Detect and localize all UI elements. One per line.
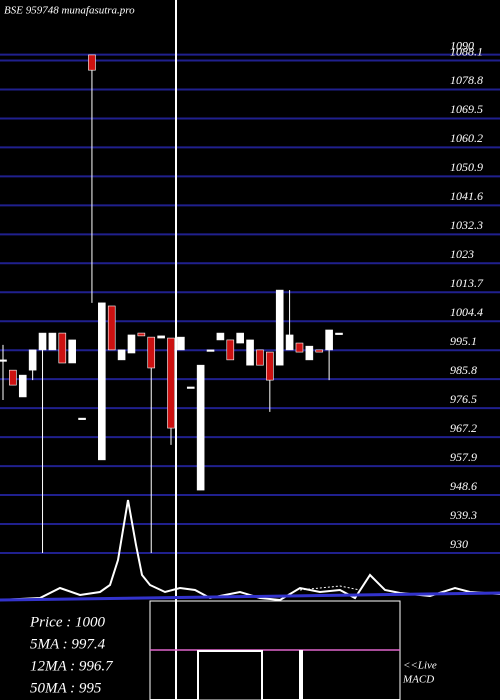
y-tick-label: 1050.9 (450, 160, 483, 174)
candle-body (236, 332, 244, 344)
y-tick-label: 985.8 (450, 363, 477, 377)
candle-body (9, 369, 17, 386)
candle-body (246, 339, 254, 366)
info-50ma: 50MA : 995 (30, 680, 102, 696)
chart-title: BSE 959748 munafasutra.pro (4, 5, 135, 17)
y-tick-label: 1004.4 (450, 305, 483, 319)
candle-body (226, 339, 235, 361)
y-tick-label: 995.1 (450, 334, 477, 348)
candle-body (325, 329, 333, 351)
candle-body (107, 305, 116, 351)
candle-body (58, 332, 67, 364)
candle-body (68, 339, 76, 364)
info-price: Price : 1000 (29, 614, 105, 630)
indicator-dotted (299, 585, 361, 591)
candle-body (18, 374, 27, 398)
y-tick-label: 957.9 (450, 450, 477, 464)
y-tick-label: 1069.5 (450, 102, 483, 116)
y-tick-label: 930 (450, 537, 468, 551)
candle-body (266, 351, 274, 381)
candle-body (256, 349, 264, 366)
macd-live: <<Live (403, 660, 437, 672)
y-tick-label: 939.3 (450, 508, 477, 522)
baseline (0, 591, 500, 602)
candle-body (28, 349, 37, 371)
indicator-line (0, 499, 500, 602)
candle-body (117, 349, 126, 361)
candle-body (196, 364, 205, 491)
candle-body (295, 342, 304, 353)
y-tick-label: 1088.1 (450, 44, 483, 58)
info-12ma: 12MA : 996.7 (30, 658, 114, 674)
candle-body (48, 332, 57, 351)
candle-body (147, 336, 156, 369)
candle-body (88, 54, 96, 71)
macd-line (150, 650, 400, 700)
candle-body (0, 359, 7, 362)
y-tick-label: 1078.8 (450, 73, 483, 87)
y-tick-label: 1013.7 (450, 276, 484, 290)
macd-title: MACD (402, 674, 434, 686)
y-tick-label: 1060.2 (450, 131, 483, 145)
candle-body (157, 335, 165, 339)
candle-body (177, 336, 185, 351)
candle-body (186, 386, 195, 389)
candle-body (206, 349, 215, 352)
candle-body (315, 349, 324, 353)
y-tick-label: 1090 (450, 38, 474, 52)
y-tick-label: 1032.3 (450, 218, 483, 232)
info-5ma: 5MA : 997.4 (30, 636, 106, 652)
candle-body (305, 345, 314, 361)
y-tick-label: 1023 (450, 247, 474, 261)
candle-body (275, 289, 284, 366)
y-tick-label: 948.6 (450, 479, 477, 493)
candle-body (216, 332, 225, 341)
candle-body (127, 334, 136, 354)
y-tick-label: 976.5 (450, 392, 477, 406)
candle-body (335, 332, 343, 335)
candle-body (137, 332, 146, 337)
y-tick-label: 967.2 (450, 421, 477, 435)
y-tick-label: 1041.6 (450, 189, 483, 203)
candle-body (98, 302, 106, 461)
candle-body (167, 337, 175, 429)
candle-body (78, 417, 86, 420)
candle-body (285, 334, 294, 351)
candle-body (38, 332, 47, 351)
